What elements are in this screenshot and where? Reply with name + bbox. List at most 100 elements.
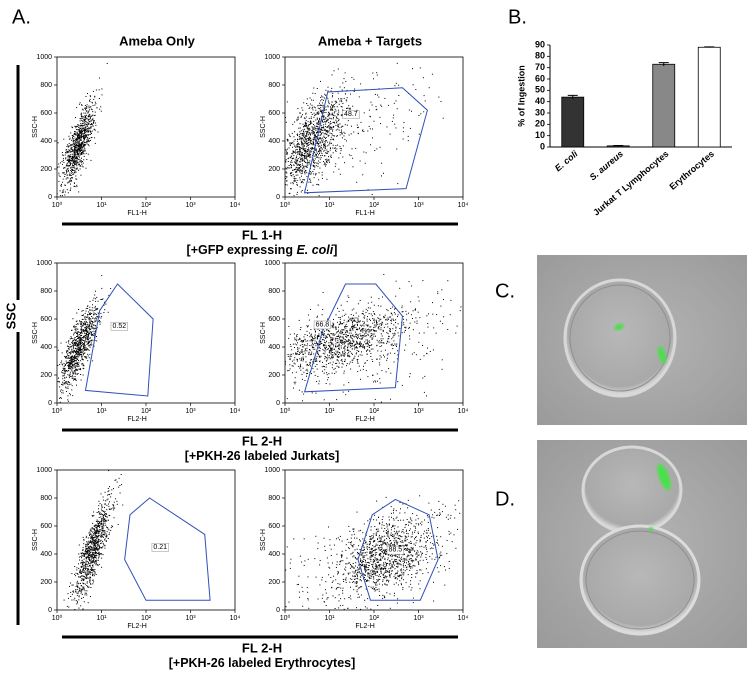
y-tick-label: 800 [40, 82, 52, 89]
scatter-cloud [285, 274, 462, 403]
y-tick-label: 800 [268, 82, 280, 89]
x-tick-label: 10¹ [324, 202, 335, 209]
x-tick-label: 10³ [413, 615, 424, 622]
y-tick-label: 0 [276, 400, 280, 407]
x-tick-label: 10⁴ [458, 408, 469, 415]
x-tick-label: 10⁴ [458, 615, 469, 622]
y-tick-label: 50 [535, 85, 545, 95]
y-tick-label: 80 [535, 51, 545, 61]
x-tick-label: 10³ [185, 408, 196, 415]
scatter-cloud [285, 495, 461, 610]
y-tick-label: 70 [535, 62, 545, 72]
y-tick-label: 1000 [36, 54, 52, 61]
x-tick-label: 10⁰ [52, 201, 63, 209]
gate [303, 87, 428, 194]
column-title: Ameba + Targets [318, 33, 422, 48]
y-tick-label: 400 [268, 344, 280, 351]
x-tick-label: Erythrocytes [667, 149, 716, 192]
axis-title: SSC [3, 302, 18, 329]
condition: [+GFP expressing E. coli] [187, 243, 338, 257]
x-axis-label: FL2-H [355, 623, 374, 630]
y-tick-label: 400 [268, 138, 280, 145]
axis-title: FL 2-H [242, 433, 282, 448]
y-tick-label: 200 [40, 372, 52, 379]
axis-title: FL 2-H [242, 640, 282, 655]
column-title: Ameba Only [119, 33, 196, 48]
x-tick-label: 10⁴ [230, 615, 241, 622]
x-tick-label: 10² [141, 202, 152, 209]
bar [652, 63, 676, 148]
x-tick-label: S. aureus [588, 149, 625, 183]
y-tick-label: 1000 [264, 260, 280, 267]
scatter-cloud [63, 470, 124, 610]
condition-part: E. coli [296, 243, 333, 257]
x-tick-label: 10³ [185, 202, 196, 209]
y-tick-label: 1000 [264, 54, 280, 61]
y-tick-label: 1000 [36, 260, 52, 267]
x-tick-label: 10⁰ [280, 407, 291, 415]
gate-percent: 88.5 [389, 547, 403, 554]
y-tick-label: 600 [268, 316, 280, 323]
x-tick-label: 10³ [413, 408, 424, 415]
y-tick-label: 400 [40, 344, 52, 351]
y-axis-label: SSC-H [260, 529, 267, 551]
y-tick-label: 800 [268, 288, 280, 295]
x-tick-label: 10¹ [324, 615, 335, 622]
error-bar [704, 46, 715, 48]
x-tick-label: 10⁰ [52, 407, 63, 415]
x-tick-label: E. coli [553, 148, 580, 173]
gate-percent: 0.21 [153, 544, 167, 551]
error-bar [613, 145, 624, 147]
condition-part: [+PKH-26 labeled Jurkats] [185, 449, 340, 463]
y-tick-label: 200 [268, 166, 280, 173]
x-tick-label: 10⁴ [458, 202, 469, 209]
x-tick-label: Jurkat T Lymphocytes [591, 149, 670, 218]
x-tick-label: 10¹ [96, 408, 107, 415]
y-tick-label: 60 [535, 73, 545, 83]
y-tick-label: 90 [535, 39, 545, 49]
bar [697, 46, 721, 148]
x-tick-label: 10⁰ [280, 201, 291, 209]
y-tick-label: 800 [40, 495, 52, 502]
panel-label: A. [12, 6, 31, 28]
y-tick-label: 600 [268, 110, 280, 117]
gate-percent: 66.8 [316, 321, 330, 328]
y-tick-label: 600 [40, 523, 52, 530]
x-tick-label: 10⁴ [230, 202, 241, 209]
x-tick-label: 10³ [413, 202, 424, 209]
gate [357, 498, 439, 601]
gate-percent: 48.7 [344, 111, 358, 118]
y-axis-label: SSC-H [32, 116, 39, 138]
scatter-cloud [57, 275, 112, 403]
x-axis-label: FL1-H [127, 210, 146, 217]
plot-frame [56, 262, 236, 404]
condition: [+PKH-26 labeled Erythrocytes] [169, 656, 356, 670]
gate [124, 497, 211, 601]
y-tick-label: 40 [535, 96, 545, 106]
x-tick-label: 10¹ [96, 202, 107, 209]
y-tick-label: 600 [40, 110, 52, 117]
y-tick-label: 0 [276, 607, 280, 614]
error-bar [567, 94, 578, 99]
x-tick-label: 10⁴ [230, 408, 241, 415]
gate-percent: 0.52 [112, 323, 126, 330]
plot-frame [284, 56, 464, 198]
x-tick-label: 10² [141, 408, 152, 415]
x-tick-label: 10³ [185, 615, 196, 622]
y-tick-label: 10 [535, 130, 545, 140]
y-tick-label: 1000 [264, 467, 280, 474]
gate [303, 283, 403, 393]
y-tick-label: 20 [535, 119, 545, 129]
y-tick-label: 400 [268, 551, 280, 558]
micrograph [537, 255, 747, 425]
plot-frame [284, 262, 464, 404]
x-tick-label: 10² [141, 615, 152, 622]
bar [561, 96, 585, 148]
y-tick-label: 0 [48, 194, 52, 201]
axis-title: FL 1-H [242, 227, 282, 242]
condition-part: ] [333, 243, 337, 257]
condition: [+PKH-26 labeled Jurkats] [185, 449, 340, 463]
x-tick-label: 10¹ [324, 408, 335, 415]
panel-label: D. [495, 488, 515, 510]
